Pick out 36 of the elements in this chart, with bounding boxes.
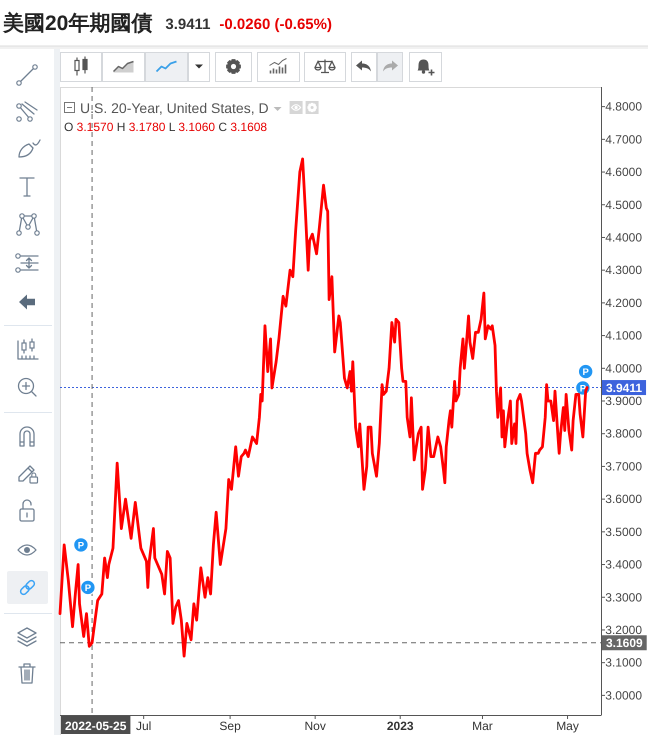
y-tick-label: 4.5000 (605, 198, 642, 212)
y-tick-label: 3.3000 (605, 590, 642, 604)
ref-line-label: 3.9411 (606, 380, 642, 395)
y-tick-label: 3.5000 (605, 524, 642, 539)
y-tick-label: 4.0000 (605, 361, 642, 376)
y-tick-label: 3.6000 (605, 492, 642, 506)
y-tick-label: 3.9000 (605, 394, 642, 408)
y-tick-label: 3.4000 (605, 558, 642, 572)
ref-line-label: 2022-05-25 (65, 719, 127, 733)
y-tick-label: 4.6000 (605, 165, 642, 180)
annotation: O 3.1570 H 3.1780 L 3.1060 C 3.1608 (64, 120, 268, 134)
y-tick-label: 3.0000 (605, 688, 642, 702)
x-tick-label: Mar (472, 719, 493, 733)
chart-title: 美國20年期國債 (2, 11, 152, 35)
ref-line-label: 3.1609 (606, 636, 644, 650)
x-tick-label: Sep (219, 719, 242, 733)
text: U.S. 20-Year, United States, D (80, 100, 269, 116)
y-tick-label: 4.4000 (605, 230, 642, 244)
annotation: P (84, 582, 92, 594)
y-tick-label: 3.7000 (605, 459, 642, 474)
text: -0.0260 (-0.65%) (219, 16, 332, 33)
y-tick-label: 4.8000 (605, 100, 642, 114)
y-tick-label: 3.8000 (605, 426, 642, 441)
annotation: P (582, 366, 590, 378)
annotation: P (78, 540, 85, 552)
x-tick-label: 2023 (386, 719, 414, 733)
y-tick-label: 4.2000 (605, 296, 642, 310)
y-tick-label: 4.1000 (605, 328, 642, 343)
x-tick-label: May (556, 719, 579, 733)
y-tick-label: 4.3000 (605, 263, 642, 278)
y-tick-label: 3.1000 (605, 656, 642, 670)
y-tick-label: 3.2000 (605, 622, 642, 637)
x-tick-label: Nov (304, 719, 326, 733)
text: 3.9411 (165, 16, 210, 33)
y-tick-label: 4.7000 (605, 132, 642, 146)
x-tick-label: Jul (136, 719, 152, 733)
